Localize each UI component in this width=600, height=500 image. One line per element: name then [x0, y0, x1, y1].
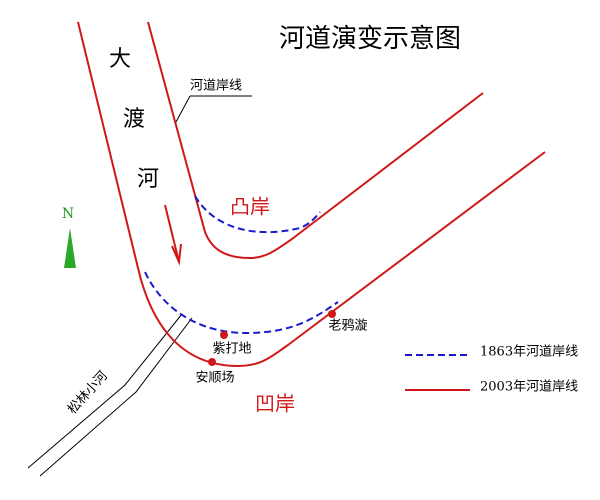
title: 河道演变示意图 [279, 24, 461, 54]
tributary-bank [39, 317, 193, 477]
place-label: 安顺场 [195, 371, 234, 386]
concave-bank: 凹岸 [255, 392, 295, 416]
place-dot [328, 310, 336, 318]
north-arrow [64, 228, 76, 268]
flow-arrow [164, 204, 179, 259]
convex-bank: 凸岸 [230, 195, 270, 219]
bank-2003 [77, 21, 546, 368]
place-label: 老鸦漩 [328, 318, 367, 334]
place-label: 紫打地 [212, 342, 251, 357]
north-label: N [62, 206, 74, 222]
place-dot [208, 358, 216, 366]
bank-1863 [194, 195, 321, 234]
river-name: 河 [137, 167, 159, 192]
bank-2003 [147, 21, 484, 260]
tributary-bank [27, 313, 183, 469]
leader-line [175, 95, 191, 123]
place-dot [220, 331, 228, 339]
river-name: 渡 [123, 107, 145, 132]
bank-1863 [144, 271, 339, 335]
bank-label: 河道岸线 [190, 79, 242, 94]
legend-label: 1863年河道岸线 [480, 345, 578, 360]
flow-arrow-head [171, 243, 182, 266]
legend-label: 2003年河道岸线 [480, 380, 578, 395]
river-name: 大 [109, 47, 131, 72]
